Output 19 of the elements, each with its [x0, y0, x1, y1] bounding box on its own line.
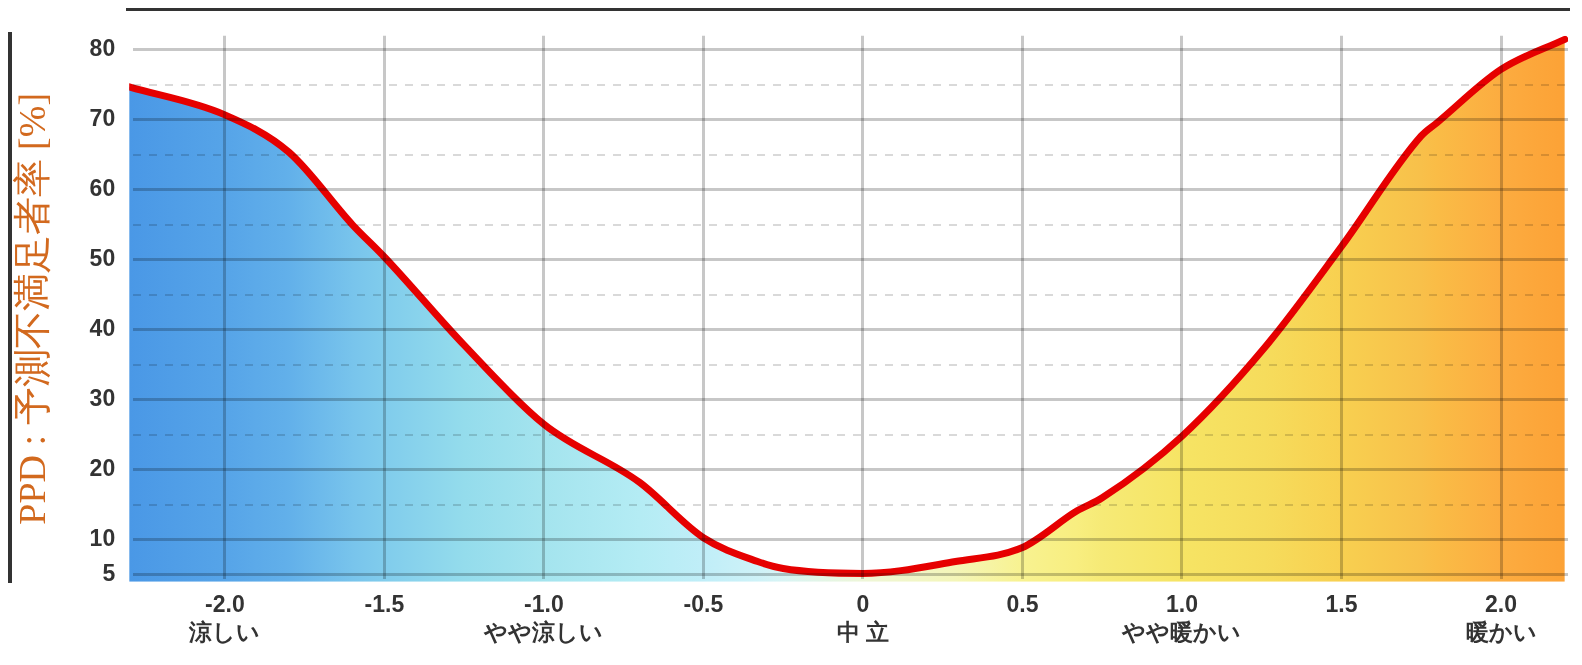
x-tick-label: -0.5 — [683, 590, 724, 617]
x-tick-label: 1.5 — [1325, 590, 1358, 617]
x-tick-label: 1.0 やや暖かい — [1121, 590, 1242, 645]
y-tick-label: 50 — [89, 245, 116, 272]
x-tick-label: -1.5 — [364, 590, 405, 617]
x-tick-label: -2.0 涼しい — [188, 590, 261, 645]
y-tick-label: 10 — [89, 525, 116, 552]
x-tick-label: 0.5 — [1006, 590, 1039, 617]
y-tick-label: 5 — [102, 560, 116, 587]
x-tick-label: 2.0 暖かい — [1465, 590, 1537, 645]
y-tick-label: 40 — [89, 315, 116, 342]
y-tick-label: 80 — [89, 35, 116, 62]
y-tick-label: 20 — [89, 455, 116, 482]
y-tick-label: 60 — [89, 175, 116, 202]
y-tick-label: 70 — [89, 105, 116, 132]
y-axis-title: PPD : 予測不満足者率 [%] — [10, 92, 53, 525]
y-tick-label: 30 — [89, 385, 116, 412]
x-tick-label: -1.0 やや涼しい — [483, 590, 604, 645]
x-tick-label: 0 中 立 — [836, 590, 890, 645]
